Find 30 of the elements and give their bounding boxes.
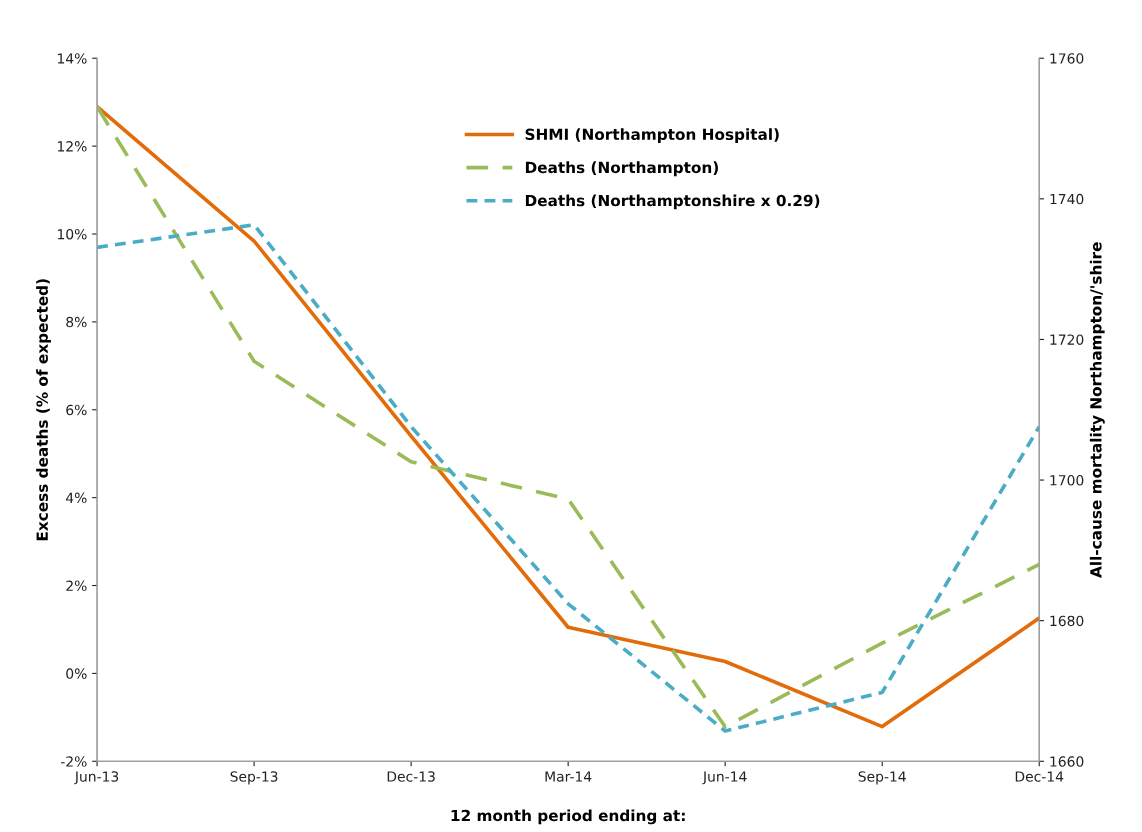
- legend-label: Deaths (Northampton): [525, 161, 718, 177]
- y2-tick-label: 1660: [1050, 756, 1084, 767]
- y2-tick-label: 1760: [1050, 53, 1084, 64]
- x-axis-title: 12 month period ending at:: [451, 809, 685, 825]
- x-tick-label: Sep-13: [230, 771, 278, 785]
- y-tick-label: 6%: [66, 404, 87, 416]
- x-tick-label: Jun-13: [74, 771, 119, 785]
- y2-axis-title: All-cause mortality Northampton/'shire: [1089, 242, 1105, 578]
- y-tick-label: 8%: [66, 316, 87, 328]
- y-axis-title: Excess deaths (% of expected): [36, 279, 51, 541]
- y-tick-label: 14%: [58, 53, 87, 64]
- x-tick-label: Jun-14: [702, 771, 747, 785]
- y-tick-label: 2%: [66, 580, 87, 591]
- line-series: [97, 223, 1040, 733]
- y-tick-label: 4%: [65, 492, 87, 504]
- x-tick-label: Mar-14: [545, 771, 592, 782]
- y-tick-label: 0%: [66, 668, 87, 679]
- y2-tick-label: 1720: [1050, 334, 1084, 345]
- y2-tick-label: 1680: [1050, 615, 1084, 627]
- line-series: [97, 104, 1040, 729]
- legend-label: Deaths (Northamptonshire x 0.29): [525, 194, 820, 210]
- x-tick-label: Dec-13: [387, 771, 435, 782]
- x-tick-label: Dec-14: [1015, 771, 1064, 782]
- y2-tick-label: 1740: [1050, 193, 1084, 205]
- y-tick-label: 12%: [58, 141, 87, 152]
- x-tick-label: Sep-14: [858, 771, 906, 785]
- y2-tick-label: 1700: [1050, 475, 1084, 486]
- legend-label: SHMI (Northampton Hospital): [525, 128, 779, 144]
- y-tick-label: -2%: [60, 756, 87, 767]
- y-tick-label: 10%: [58, 228, 87, 240]
